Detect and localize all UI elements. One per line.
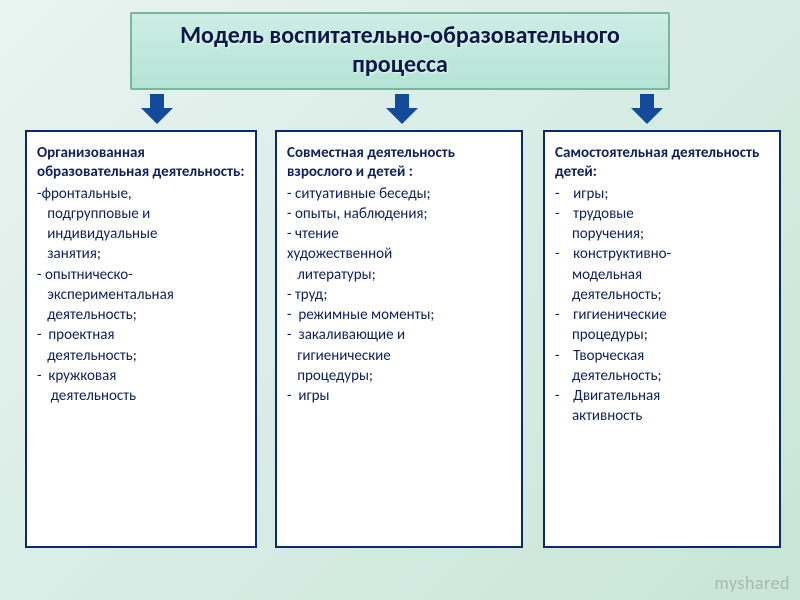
arrow-head-icon: [141, 108, 173, 124]
arrow-stem: [640, 94, 654, 108]
arrow-head-icon: [631, 108, 663, 124]
column-1: Организованная образовательная деятельно…: [25, 130, 257, 548]
column-2: Совместная деятельность взрослого и дете…: [275, 130, 523, 548]
column-title: Совместная деятельность взрослого и дете…: [287, 144, 511, 182]
diagram-title: Модель воспитательно-образовательного пр…: [142, 22, 658, 80]
title-box: Модель воспитательно-образовательного пр…: [130, 12, 670, 90]
column-body: - ситуативные беседы; - опыты, наблюдени…: [287, 184, 511, 407]
column-3: Самостоятельная деятельность детей:- игр…: [543, 130, 781, 548]
column-title: Самостоятельная деятельность детей:: [555, 144, 769, 182]
column-body: -фронтальные, подгрупповые и индивидуаль…: [37, 184, 245, 407]
arrow-stem: [395, 94, 409, 108]
column-title: Организованная образовательная деятельно…: [37, 144, 245, 182]
arrow-stem: [150, 94, 164, 108]
column-body: - игры; - трудовые поручения; - конструк…: [555, 184, 769, 427]
watermark: myshared: [714, 572, 790, 594]
arrow-head-icon: [386, 108, 418, 124]
